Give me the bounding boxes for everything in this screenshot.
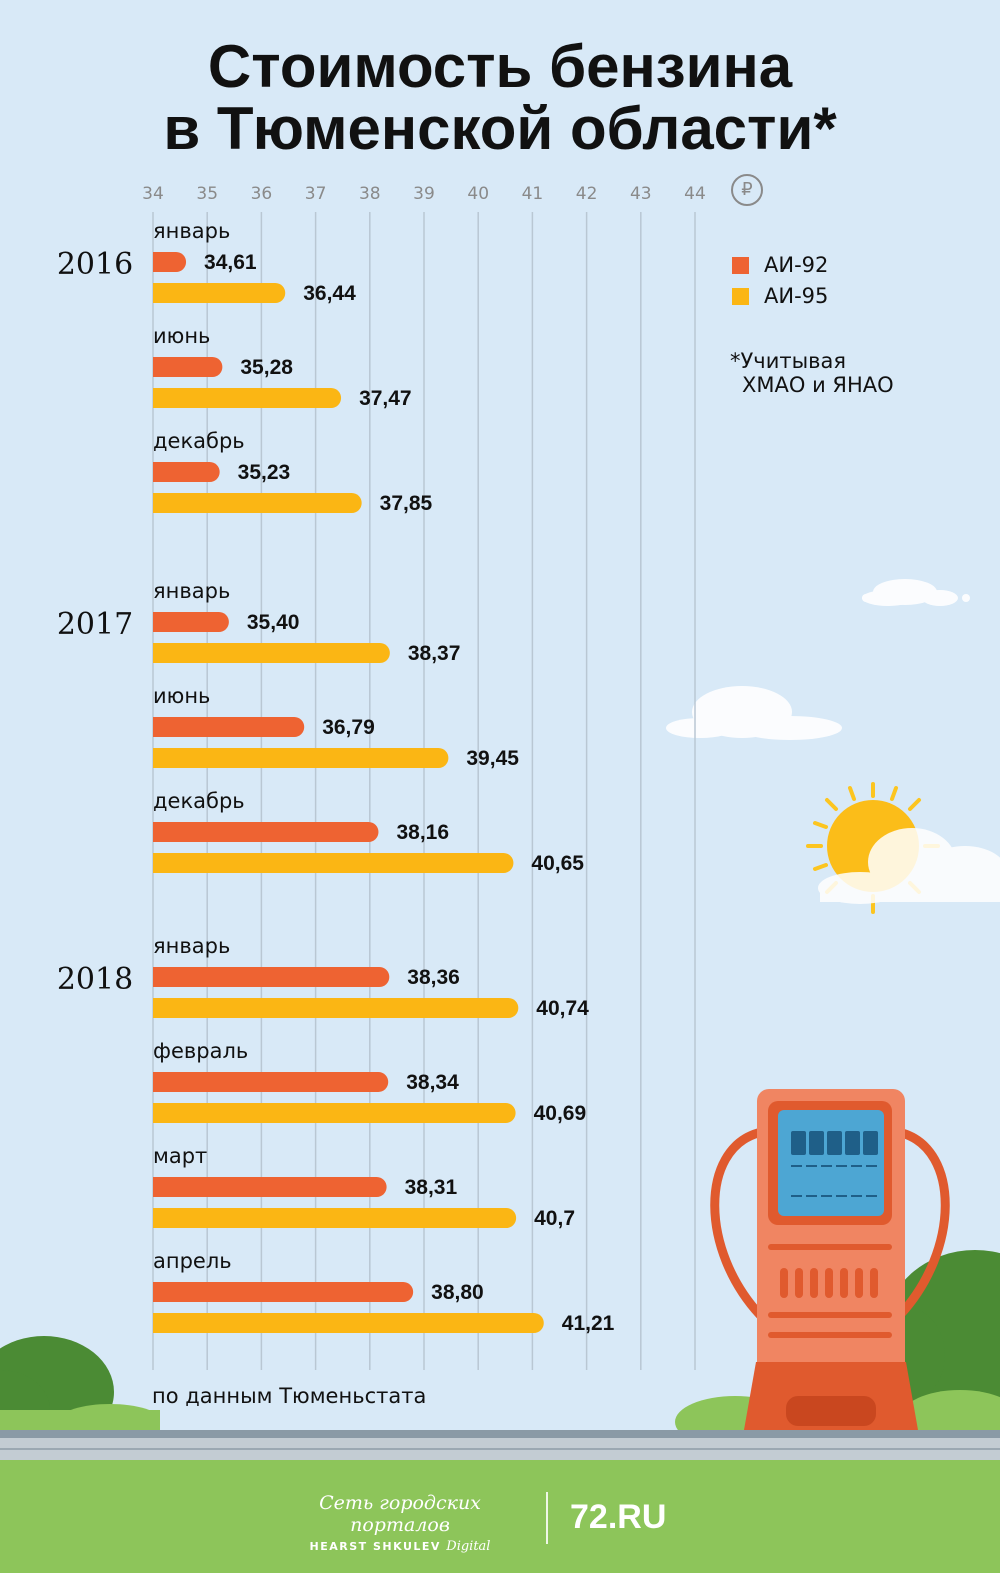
month-label: апрель — [153, 1249, 232, 1273]
month-label: январь — [153, 219, 230, 243]
x-tick-label: 43 — [630, 184, 652, 204]
bar-value-label-ai92: 35,40 — [247, 611, 300, 634]
bar-ai92 — [153, 717, 305, 737]
bar-ai95 — [153, 643, 390, 663]
year-label: 2018 — [57, 962, 133, 997]
legend-swatch-ai92 — [732, 257, 749, 274]
bar-value-label-ai95: 37,85 — [380, 492, 433, 515]
bar-ai92 — [153, 462, 220, 482]
bar-value-label-ai95: 40,7 — [534, 1207, 575, 1230]
bar-ai92 — [153, 1282, 414, 1302]
bar-ai92 — [153, 612, 229, 632]
bar-value-label-ai92: 35,23 — [238, 461, 291, 484]
month-label: июнь — [153, 684, 210, 708]
x-tick-label: 42 — [576, 184, 598, 204]
bar-ai92 — [153, 252, 187, 272]
grass — [0, 1460, 1000, 1573]
bar-value-label-ai95: 41,21 — [562, 1312, 615, 1335]
bar-ai95 — [153, 1313, 544, 1333]
x-tick-label: 36 — [251, 184, 273, 204]
bar-value-label-ai95: 38,37 — [408, 642, 461, 665]
footer-company-name: HEARST SHKULEV — [309, 1540, 441, 1553]
bar-ai95 — [153, 748, 449, 768]
footer-network-title: Сеть городских порталов — [319, 1492, 481, 1536]
x-tick-label: 41 — [522, 184, 544, 204]
ruble-icon: ₽ — [731, 174, 763, 206]
bar-value-label-ai95: 39,45 — [466, 747, 519, 770]
bar-value-label-ai92: 35,28 — [240, 356, 293, 379]
bar-ai92 — [153, 967, 390, 987]
gas-pump-icon — [710, 1089, 950, 1430]
cloud-icon — [862, 579, 970, 606]
x-tick-label: 44 — [684, 184, 706, 204]
legend-swatch-ai95 — [732, 288, 749, 305]
footnote-line2: ХМАО и ЯНАО — [742, 373, 894, 397]
bar-value-label-ai95: 37,47 — [359, 387, 412, 410]
chart-bars: 2016 январь 34,61 36,44 июнь 35,28 37,47 декабр… — [57, 219, 615, 1335]
footer-company-suffix: Digital — [446, 1539, 491, 1554]
month-label: февраль — [153, 1039, 248, 1063]
x-tick-label: 38 — [359, 184, 381, 204]
bush-icon — [0, 1336, 160, 1450]
footer-divider — [546, 1492, 548, 1544]
footnote-line1: *Учитывая — [730, 349, 847, 373]
bar-ai95 — [153, 998, 519, 1018]
x-tick-label: 40 — [467, 184, 489, 204]
x-axis-ticks: 34 35 36 37 38 39 40 41 42 43 44 — [142, 184, 706, 204]
x-tick-label: 35 — [196, 184, 218, 204]
x-tick-label: 34 — [142, 184, 164, 204]
year-label: 2017 — [57, 607, 133, 642]
x-tick-label: 37 — [305, 184, 327, 204]
month-label: декабрь — [153, 429, 245, 453]
month-label: декабрь — [153, 789, 245, 813]
bar-ai92 — [153, 822, 379, 842]
cloud-icon — [818, 828, 1000, 904]
month-label: июнь — [153, 324, 210, 348]
cloud-icon — [666, 686, 842, 740]
bar-value-label-ai92: 38,80 — [431, 1281, 484, 1304]
bar-value-label-ai95: 40,69 — [534, 1102, 587, 1125]
legend-label-ai92: АИ-92 — [764, 253, 829, 277]
bar-ai92 — [153, 1072, 389, 1092]
month-label: январь — [153, 579, 230, 603]
footer-brand-logo[interactable]: 72.RU — [570, 1498, 667, 1536]
bar-ai95 — [153, 853, 514, 873]
month-label: март — [153, 1144, 207, 1168]
bar-ai92 — [153, 1177, 387, 1197]
chart-title-line1: Стоимость бензина — [207, 33, 793, 100]
x-tick-label: 39 — [413, 184, 435, 204]
bar-value-label-ai92: 38,16 — [396, 821, 449, 844]
footer-network: Сеть городских порталов HEARST SHKULEV D… — [270, 1492, 530, 1554]
bar-ai95 — [153, 388, 342, 408]
bar-value-label-ai92: 38,31 — [405, 1176, 458, 1199]
year-label: 2016 — [57, 247, 133, 282]
bar-value-label-ai95: 40,74 — [536, 997, 589, 1020]
legend-label-ai95: АИ-95 — [764, 284, 829, 308]
bar-ai95 — [153, 1208, 517, 1228]
footer-company: HEARST SHKULEV Digital — [270, 1539, 530, 1554]
bar-ai95 — [153, 283, 286, 303]
bar-ai95 — [153, 493, 362, 513]
bar-value-label-ai92: 36,79 — [322, 716, 375, 739]
chart-title-line2: в Тюменской области* — [163, 95, 837, 162]
bar-value-label-ai92: 34,61 — [204, 251, 257, 274]
bar-value-label-ai95: 36,44 — [303, 282, 356, 305]
bar-ai92 — [153, 357, 223, 377]
road-edge — [0, 1430, 1000, 1438]
bar-ai95 — [153, 1103, 516, 1123]
bar-value-label-ai92: 38,34 — [406, 1071, 459, 1094]
bar-value-label-ai95: 40,65 — [531, 852, 584, 875]
month-label: январь — [153, 934, 230, 958]
bar-value-label-ai92: 38,36 — [407, 966, 460, 989]
source-note: по данным Тюменьстата — [152, 1384, 427, 1408]
